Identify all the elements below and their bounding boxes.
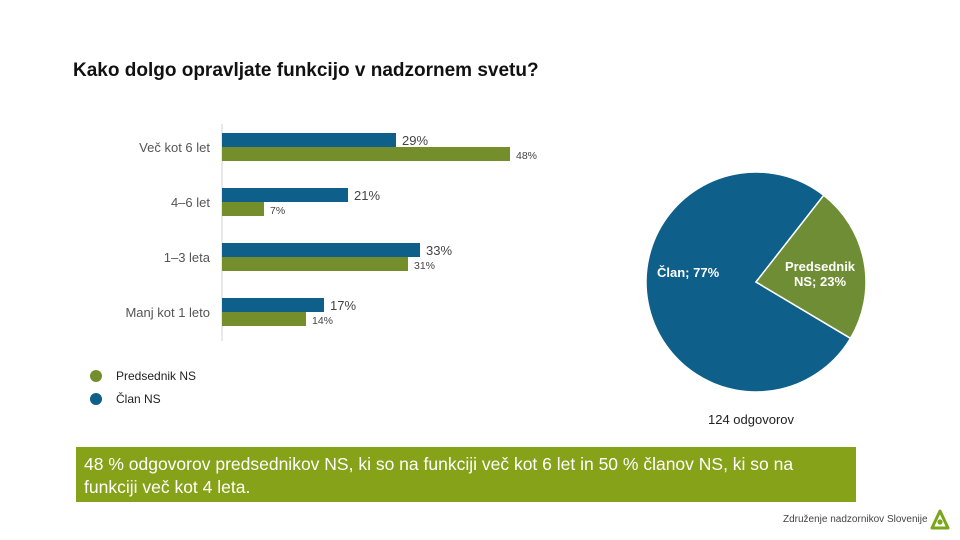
bar-predsednik	[222, 147, 510, 161]
legend-label-clan: Član NS	[116, 391, 161, 406]
category-label: Manj kot 1 leto	[125, 305, 210, 320]
bar-clan	[222, 188, 348, 202]
bar-chart: Več kot 6 let 29% 48% 4–6 let 21% 7% 1–3 leta 3…	[125, 124, 537, 341]
bar-predsednik	[222, 312, 306, 326]
pie-slice-predsednik	[754, 194, 867, 340]
triangle-logo-icon	[930, 509, 950, 530]
bar-label-clan: 33%	[426, 243, 452, 258]
bar-label-clan: 29%	[402, 133, 428, 148]
category-label: 1–3 leta	[164, 250, 211, 265]
bar-predsednik	[222, 202, 264, 216]
bar-label-predsednik: 7%	[270, 205, 285, 217]
legend-label-predsednik: Predsednik NS	[116, 368, 197, 383]
pie-label-clan: Član; 77%	[657, 265, 720, 280]
legend-item-predsednik: Predsednik NS	[90, 364, 196, 387]
category-label: Več kot 6 let	[139, 140, 210, 155]
bar-label-clan: 21%	[354, 188, 380, 203]
pie-slice-clan	[645, 171, 852, 393]
bar-label-predsednik: 48%	[516, 150, 537, 162]
legend-swatch-clan	[90, 392, 102, 405]
bar-label-predsednik: 31%	[414, 260, 435, 272]
category-label: 4–6 let	[171, 195, 210, 210]
bar-clan	[222, 133, 396, 147]
pie-label-predsednik: NS; 23%	[794, 274, 846, 289]
legend-item-clan: Član NS	[90, 387, 196, 410]
highlight-box: 48 % odgovorov predsednikov NS, ki so na…	[76, 447, 856, 502]
bar-label-clan: 17%	[330, 298, 356, 313]
legend: Predsednik NS Član NS	[90, 364, 196, 410]
pie-label-predsednik: Predsednik	[785, 259, 856, 274]
bar-predsednik	[222, 257, 408, 271]
legend-swatch-predsednik	[90, 369, 102, 382]
responses-count: 124 odgovorov	[708, 412, 795, 427]
footer-text: Združenje nadzornikov Slovenije	[783, 514, 928, 525]
bar-clan	[222, 243, 420, 257]
bar-clan	[222, 298, 324, 312]
page-title: Kako dolgo opravljate funkcijo v nadzorn…	[73, 60, 539, 81]
bar-label-predsednik: 14%	[312, 315, 333, 327]
